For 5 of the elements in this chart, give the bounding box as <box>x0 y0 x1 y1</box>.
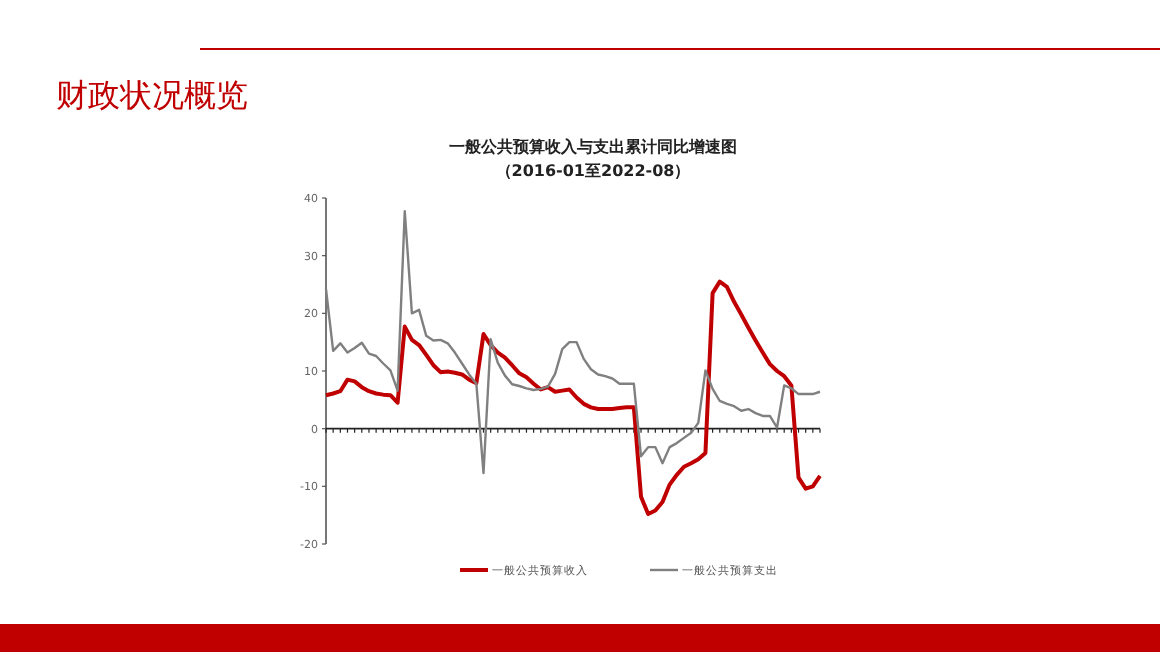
line-series <box>324 210 822 475</box>
text: 财政状况概览 <box>56 76 248 114</box>
chart-title: 一般公共预算收入与支出累计同比增速图 <box>449 138 737 156</box>
line-series <box>324 279 822 517</box>
chart-subtitle: （2016-01至2022-08） <box>495 162 691 180</box>
